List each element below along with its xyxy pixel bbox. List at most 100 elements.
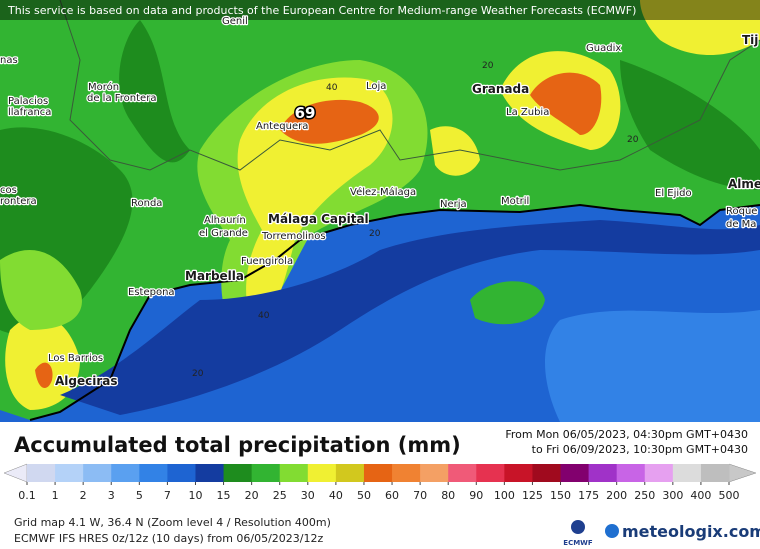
place-label: La Zubia — [506, 107, 549, 118]
green-sea-patch — [470, 281, 545, 325]
scale-swatch — [532, 464, 562, 482]
place-label: Genil — [222, 16, 248, 27]
scale-tick-label: 1 — [52, 489, 59, 502]
brand-name[interactable]: meteologix.com — [622, 522, 760, 541]
scale-tick-label: 90 — [469, 489, 483, 502]
scale-swatch — [195, 464, 225, 482]
orange-area — [35, 362, 53, 389]
place-label: Motril — [501, 196, 529, 207]
place-label: Torremolinos — [261, 231, 326, 242]
brand-logo-mark — [605, 524, 619, 538]
place-label: Nerja — [440, 199, 467, 210]
place-label: Granada — [472, 82, 529, 96]
scale-tick-label: 175 — [578, 489, 599, 502]
place-label: rontera — [0, 196, 37, 207]
scale-swatch — [560, 464, 590, 482]
contour-label: 40 — [258, 311, 270, 321]
scale-swatch — [27, 464, 56, 482]
place-label: Málaga Capital — [268, 212, 369, 226]
yellow-area — [640, 0, 760, 55]
contour-label: 20 — [192, 369, 204, 379]
contour-label: 20 — [482, 61, 494, 71]
scale-swatch — [700, 464, 730, 482]
place-label: el Grande — [199, 228, 248, 239]
scale-tick-label: 100 — [494, 489, 515, 502]
period-from: From Mon 06/05/2023, 04:30pm GMT+0430 — [505, 428, 748, 441]
scale-tick-label: 7 — [164, 489, 171, 502]
place-label: Morón — [88, 81, 119, 93]
scale-tick-label: 150 — [550, 489, 571, 502]
scale-swatch — [363, 464, 393, 482]
scale-tick-label: 25 — [273, 489, 287, 502]
scale-swatch — [307, 464, 337, 482]
scale-tick-label: 50 — [357, 489, 371, 502]
place-label: El Ejido — [655, 188, 692, 199]
scale-swatch — [476, 464, 505, 482]
place-label: Loja — [366, 81, 386, 92]
place-label: Algeciras — [55, 374, 118, 388]
scale-tick-label: 3 — [108, 489, 115, 502]
place-label: Fuengirola — [241, 256, 293, 267]
scale-swatch — [279, 464, 309, 482]
place-label: Ronda — [131, 198, 162, 209]
scale-tick-label: 70 — [413, 489, 427, 502]
ecmwf-logo-text: ECMWF — [563, 539, 593, 547]
scale-swatch — [55, 464, 84, 482]
scale-tick-label: 250 — [634, 489, 655, 502]
scale-tick-label: 2 — [80, 489, 87, 502]
coastline — [29, 203, 760, 421]
scale-swatch — [392, 464, 421, 482]
place-label: cos — [0, 185, 17, 196]
scale-tick-label: 40 — [329, 489, 343, 502]
max-value-label: 69 — [295, 104, 316, 122]
grid-info: Grid map 4.1 W, 36.4 N (Zoom level 4 / R… — [14, 516, 331, 529]
deep-sea-band — [60, 220, 760, 415]
scale-swatch — [335, 464, 365, 482]
place-label: Estepona — [128, 287, 175, 298]
place-label: Palacios — [8, 96, 48, 107]
place-label: Tij — [742, 33, 758, 47]
scale-tick-label: 200 — [606, 489, 627, 502]
scale-tick-label: 20 — [245, 489, 259, 502]
scale-tick-label: 400 — [690, 489, 711, 502]
scale-swatch — [616, 464, 646, 482]
place-label: Antequera — [256, 121, 308, 132]
ecmwf-logo-mark — [571, 520, 585, 534]
scale-swatch — [644, 464, 674, 482]
light-green-area — [0, 250, 82, 330]
place-label: Los Barrios — [48, 353, 103, 364]
place-label: Roque — [726, 206, 757, 217]
scale-tick-label: 125 — [522, 489, 543, 502]
period-to: to Fri 06/09/2023, 10:30pm GMT+0430 — [532, 443, 748, 456]
dark-green-area — [119, 20, 190, 163]
scale-tick-label: 60 — [385, 489, 399, 502]
scale-swatch — [420, 464, 449, 482]
scale-swatch — [139, 464, 168, 482]
legend-bg — [0, 422, 760, 549]
scale-tick-label: 10 — [188, 489, 202, 502]
scale-tick-label: 30 — [301, 489, 315, 502]
scale-swatch — [672, 464, 702, 482]
scale-swatch — [588, 464, 618, 482]
attribution-banner: This service is based on data and produc… — [7, 4, 636, 17]
contour-label: 20 — [627, 135, 639, 145]
scale-swatch — [251, 464, 281, 482]
scale-tick-label: 500 — [719, 489, 740, 502]
place-label: Guadix — [586, 43, 621, 54]
contour-label: 20 — [369, 229, 381, 239]
place-label: Marbella — [185, 269, 244, 283]
orange-area — [280, 99, 379, 144]
legend-title: Accumulated total precipitation (mm) — [14, 433, 461, 457]
scale-tick-label: 300 — [662, 489, 683, 502]
scale-swatch — [504, 464, 533, 482]
light-sea-area — [545, 310, 760, 422]
model-info: ECMWF IFS HRES 0z/12z (10 days) from 06/… — [14, 532, 324, 545]
yellow-area — [5, 315, 80, 410]
scale-swatch — [448, 464, 477, 482]
place-label: Alhaurín — [204, 214, 246, 226]
scale-swatch — [167, 464, 196, 482]
scale-swatch — [83, 464, 112, 482]
place-label: nas — [0, 55, 18, 66]
